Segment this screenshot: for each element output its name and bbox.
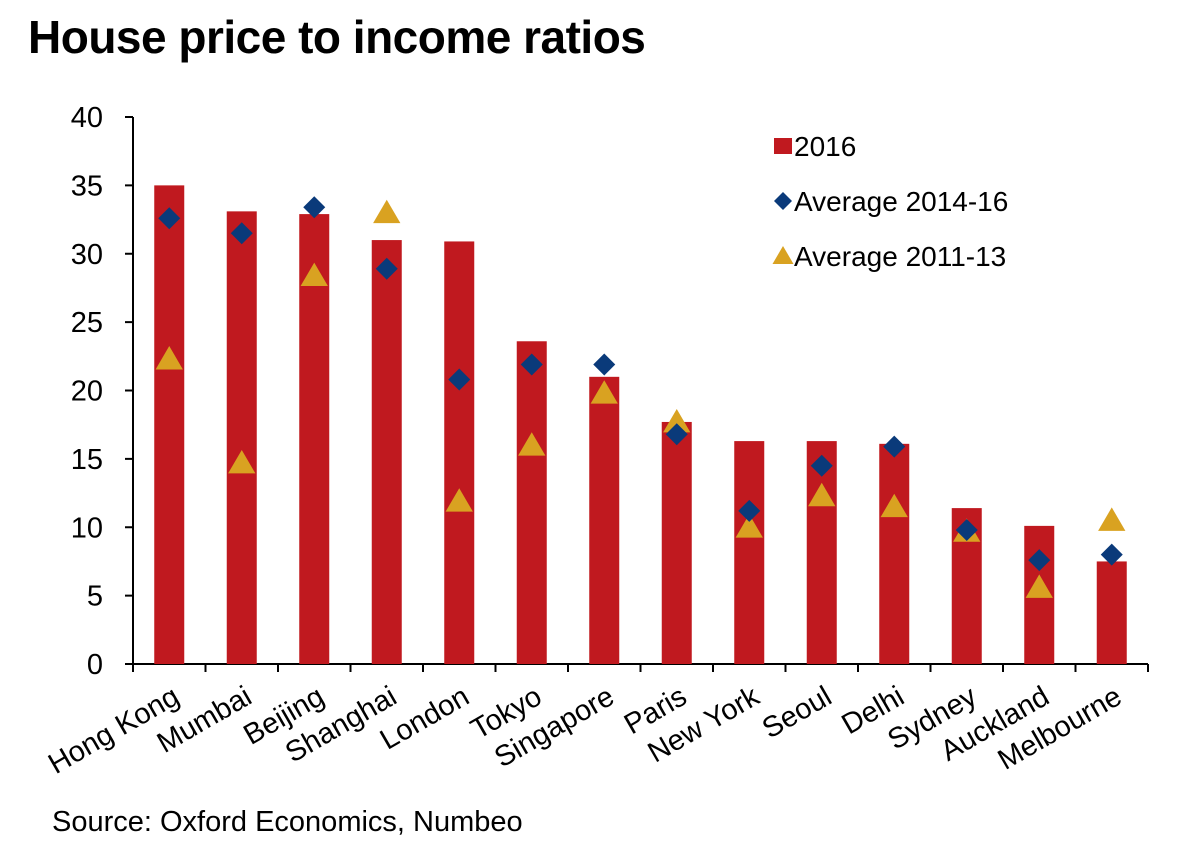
bar-2016-paris [661,421,692,664]
chart-title: House price to income ratios [28,11,646,63]
diamond-avg-2014-16-mumbai [230,222,253,245]
bar-2016-delhi [879,443,910,664]
bar-2016-mumbai [226,211,257,665]
triangle-avg-2011-13-tokyo [518,432,546,456]
bar-2016-london [444,241,475,664]
triangle-avg-2011-13-auckland [1025,574,1053,598]
triangle-avg-2011-13-paris [663,408,691,433]
triangle-avg-2011-13-hong-kong [155,346,183,370]
triangle-avg-2011-13-new-york [735,514,763,538]
triangle-avg-2011-13-london [445,488,473,512]
y-tick-label: 20 [71,376,103,408]
source-note: Source: Oxford Economics, Numbeo [52,806,523,838]
legend-diamond-icon [774,192,792,210]
bar-2016-beijing [299,214,330,664]
legend-swatch-2016 [774,138,792,154]
bar-2016-singapore [589,376,620,664]
diamond-avg-2014-16-auckland [1028,549,1051,572]
legend-label: Average 2011-13 [794,241,1006,272]
diamond-avg-2014-16-tokyo [520,353,543,376]
diamond-avg-2014-16-seoul [810,454,833,477]
diamond-avg-2014-16-delhi [883,435,906,458]
triangle-avg-2011-13-mumbai [228,449,256,474]
y-tick-label: 30 [71,239,103,271]
legend-label: Average 2014-16 [794,186,1008,217]
y-tick-label: 15 [71,444,103,476]
diamond-avg-2014-16-singapore [593,353,616,376]
diamond-avg-2014-16-beijing [303,196,326,219]
legend-triangle-icon [772,246,794,264]
legend-label: 2016 [794,131,856,162]
diamond-avg-2014-16-paris [665,423,688,446]
y-tick-label: 5 [87,581,103,613]
triangle-avg-2011-13-seoul [808,482,836,507]
triangle-avg-2011-13-beijing [300,262,328,287]
bar-2016-tokyo [516,341,547,664]
y-tick-label: 25 [71,307,103,339]
triangle-avg-2011-13-shanghai [373,199,401,224]
y-tick-label: 35 [71,170,103,202]
bar-2016-hong-kong [154,185,185,664]
x-tick-label-seoul: Seoul [757,680,837,745]
bar-2016-new-york [734,441,765,664]
triangle-avg-2011-13-delhi [880,493,908,518]
bar-2016-shanghai [371,240,402,664]
diamond-avg-2014-16-hong-kong [158,207,181,230]
diamond-avg-2014-16-new-york [738,499,761,522]
diamond-avg-2014-16-london [448,368,471,391]
diamond-avg-2014-16-melbourne [1100,543,1123,566]
y-tick-label: 10 [71,512,103,544]
bar-2016-seoul [806,441,837,664]
triangle-avg-2011-13-melbourne [1098,507,1126,531]
y-tick-label: 40 [71,102,103,134]
diamond-avg-2014-16-sydney [955,518,978,541]
bar-2016-melbourne [1096,561,1127,664]
y-tick-label: 0 [87,649,103,681]
triangle-avg-2011-13-singapore [590,380,618,404]
diamond-avg-2014-16-shanghai [375,257,398,280]
